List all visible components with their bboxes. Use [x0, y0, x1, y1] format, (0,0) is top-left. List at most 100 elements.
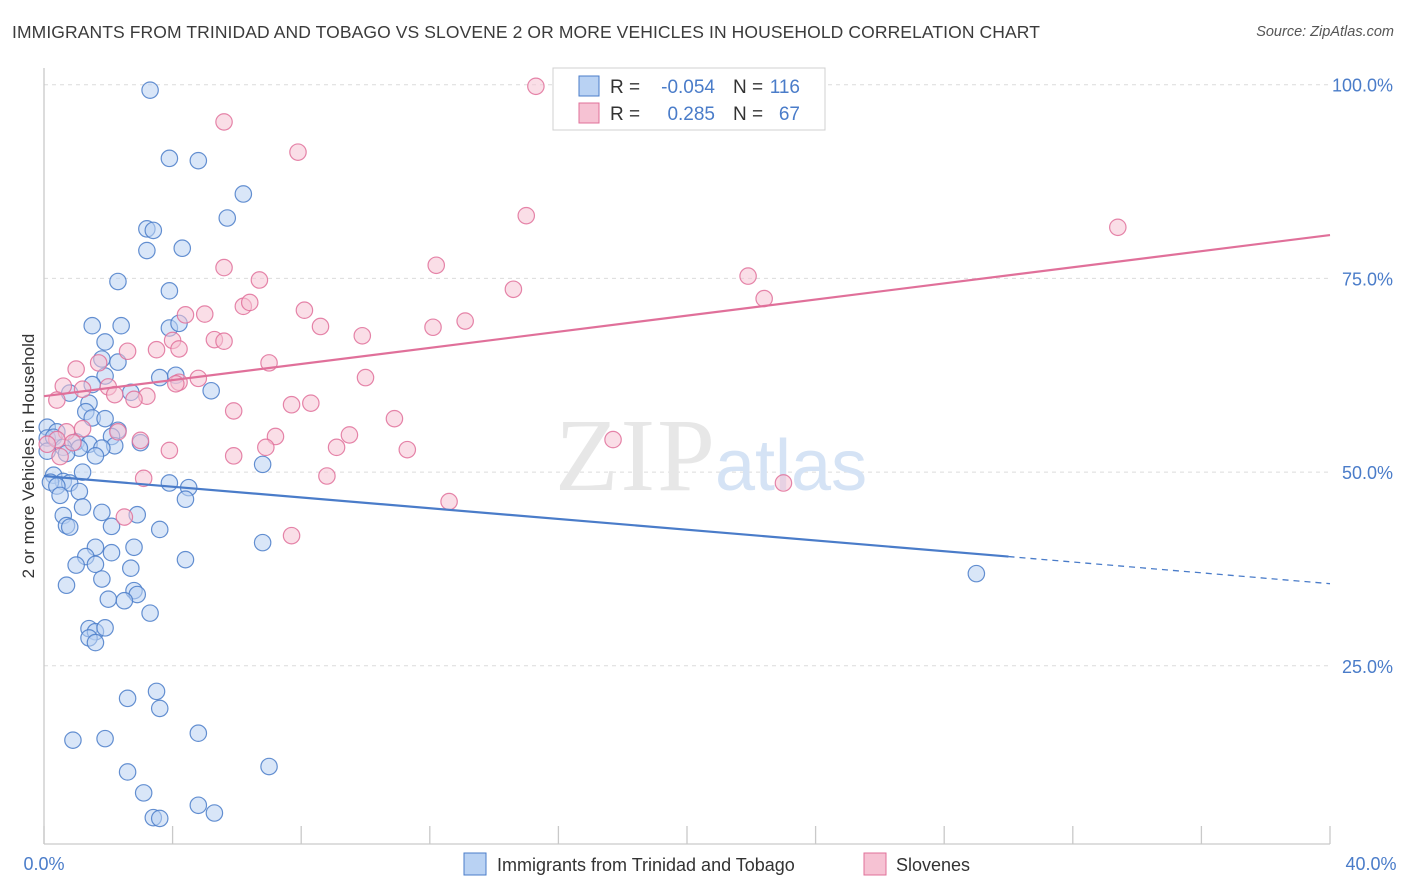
y-tick-label: 75.0% [1342, 269, 1393, 289]
point-trinidad [96, 409, 114, 428]
point-slovenes [282, 526, 301, 545]
point-slovenes [456, 312, 474, 330]
watermark-atlas: atlas [715, 426, 867, 506]
point-slovenes [424, 318, 442, 337]
point-slovenes [289, 143, 307, 161]
point-slovenes [327, 438, 346, 457]
point-trinidad [150, 809, 169, 828]
point-slovenes [427, 256, 446, 275]
point-trinidad [205, 804, 224, 822]
point-slovenes [318, 467, 336, 485]
point-trinidad [189, 724, 208, 743]
point-trinidad [96, 619, 114, 637]
point-slovenes [109, 423, 127, 441]
legend-n-label-2: N = [733, 104, 763, 125]
point-trinidad [160, 149, 179, 168]
point-slovenes [73, 419, 92, 438]
point-trinidad [150, 699, 169, 718]
trend-line-slovenes [43, 233, 1331, 398]
point-slovenes [134, 469, 153, 488]
point-slovenes [215, 332, 233, 350]
point-slovenes [282, 395, 301, 414]
legend-swatch-pink [578, 102, 600, 124]
legend-swatch-blue [578, 75, 600, 97]
trend-line-trinidad [43, 474, 1009, 558]
point-slovenes [147, 340, 166, 359]
point-trinidad [150, 520, 169, 539]
point-slovenes [131, 431, 150, 450]
point-slovenes [340, 426, 359, 444]
point-slovenes [1109, 218, 1127, 237]
point-trinidad [96, 729, 114, 748]
point-slovenes [170, 340, 188, 358]
point-trinidad [260, 757, 278, 776]
series-legend: Immigrants from Trinidad and Tobago Slov… [463, 852, 970, 876]
point-slovenes [504, 280, 523, 299]
point-trinidad [141, 81, 159, 99]
point-trinidad [176, 490, 195, 509]
point-slovenes [118, 342, 137, 361]
point-slovenes [302, 394, 320, 412]
point-trinidad [86, 555, 105, 574]
bottom-legend-swatch-pink [863, 852, 887, 876]
y-tick-label: 25.0% [1342, 657, 1393, 677]
point-trinidad [93, 570, 111, 588]
point-trinidad [189, 796, 208, 815]
point-slovenes [250, 271, 269, 289]
legend-r-value-2: 0.285 [667, 104, 715, 125]
point-trinidad [57, 576, 76, 595]
point-slovenes [517, 206, 536, 225]
legend-r-label-2: R = [610, 104, 640, 125]
point-slovenes [385, 409, 404, 428]
point-slovenes [224, 402, 243, 420]
point-slovenes [224, 447, 243, 465]
y-tick-label: 50.0% [1342, 463, 1393, 483]
point-trinidad [86, 447, 105, 465]
point-trinidad [967, 564, 986, 583]
series-slovenes-points [38, 72, 1127, 545]
point-trinidad [118, 763, 137, 781]
point-trinidad [138, 241, 156, 260]
point-trinidad [218, 209, 237, 227]
point-trinidad [202, 381, 220, 400]
y-tick-label: 100.0% [1332, 76, 1393, 96]
point-trinidad [60, 518, 79, 536]
legend-n-label-1: N = [733, 77, 763, 98]
point-slovenes [295, 301, 314, 319]
point-trinidad [51, 486, 69, 505]
x-tick-label-min: 0.0% [23, 854, 64, 874]
point-slovenes [739, 267, 757, 285]
point-trinidad [70, 482, 89, 501]
point-trinidad [118, 689, 137, 708]
point-trinidad [253, 455, 272, 474]
x-tick-label-max: 40.0% [1345, 854, 1396, 874]
point-slovenes [356, 368, 375, 387]
point-trinidad [122, 559, 140, 577]
point-trinidad [176, 550, 195, 569]
point-slovenes [176, 306, 195, 324]
point-slovenes [73, 380, 92, 399]
trend-lines [43, 233, 1331, 585]
point-slovenes [353, 326, 372, 345]
point-trinidad [102, 517, 121, 536]
point-trinidad [134, 784, 153, 802]
point-slovenes [398, 440, 417, 459]
point-slovenes [195, 305, 214, 323]
legend-r-label-1: R = [610, 77, 640, 98]
point-trinidad [102, 543, 121, 562]
x-axis-ticks [43, 826, 1331, 844]
point-trinidad [115, 591, 134, 610]
y-tick-labels: 25.0% 50.0% 75.0% 100.0% [1332, 76, 1393, 677]
trend-line-trinidad-extension [1008, 555, 1331, 585]
point-trinidad [93, 503, 111, 522]
grid-lines [44, 84, 1330, 667]
point-trinidad [144, 221, 163, 240]
watermark-zip: ZIP [555, 398, 717, 513]
point-trinidad [253, 533, 272, 552]
point-slovenes [64, 433, 82, 452]
point-slovenes [89, 354, 108, 372]
point-trinidad [189, 151, 208, 170]
legend-r-value-1: -0.054 [661, 77, 715, 98]
correlation-legend: R = -0.054 N = 116 R = 0.285 N = 67 [552, 67, 826, 131]
point-trinidad [147, 682, 166, 701]
